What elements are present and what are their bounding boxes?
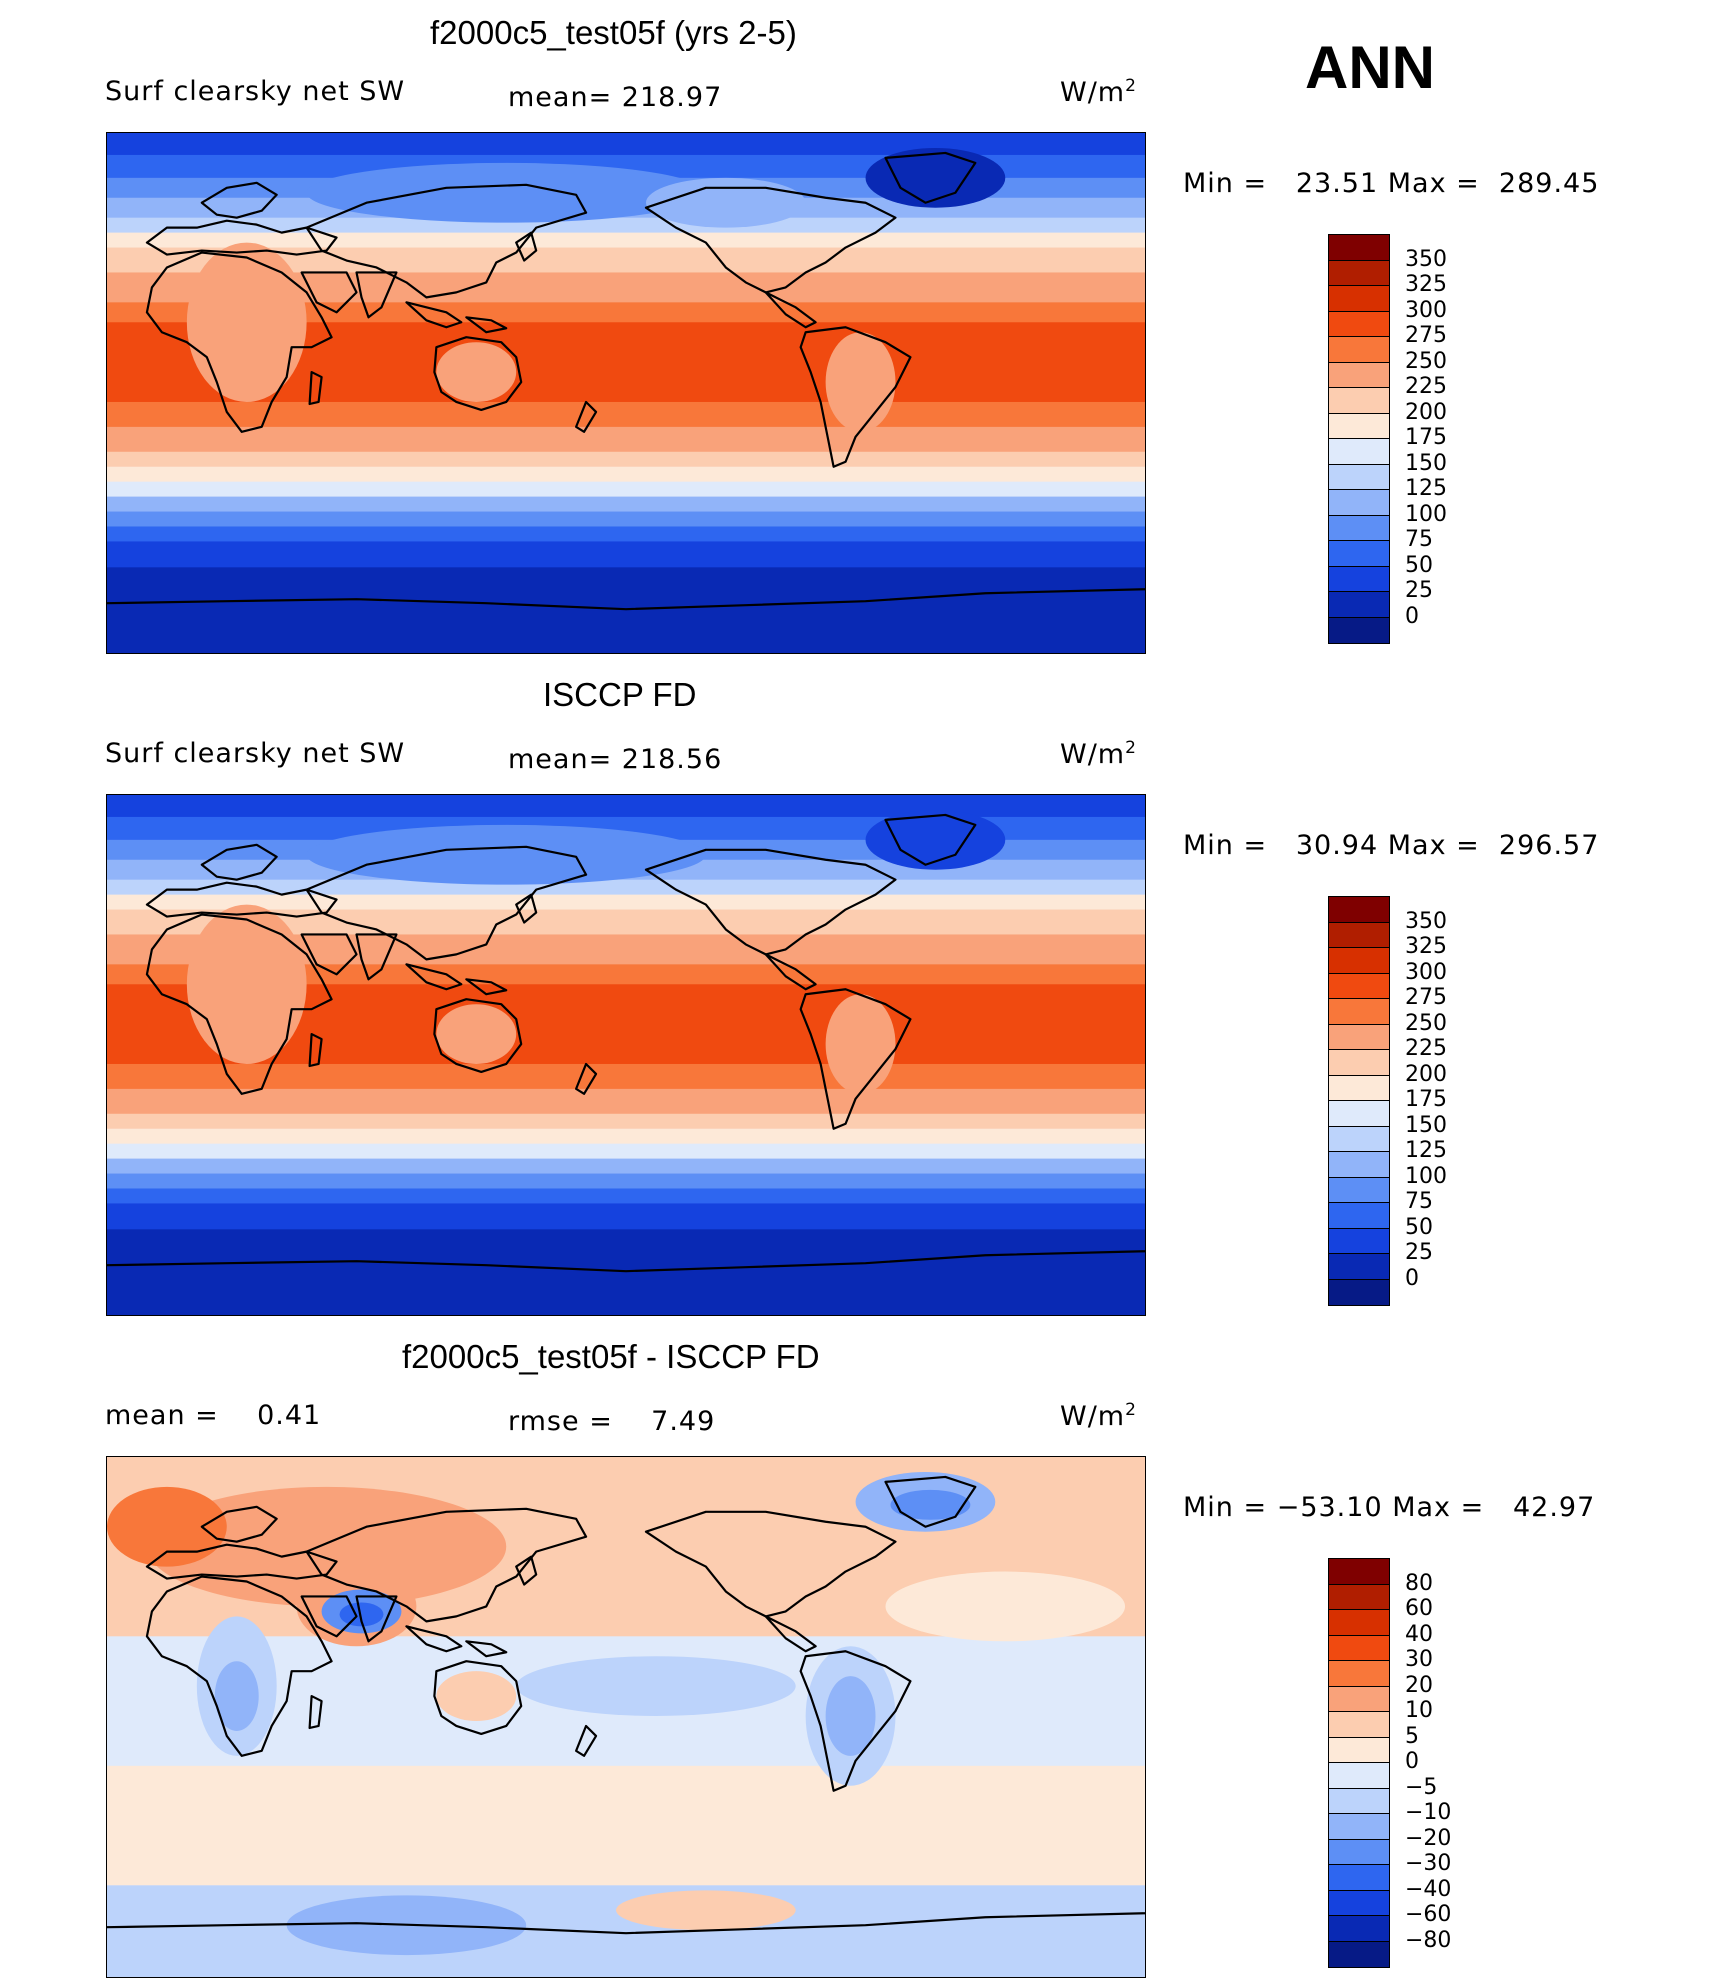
panel3-colorbar-tick: −10 (1405, 1800, 1452, 1825)
panel2-mean-label: mean= 218.56 (508, 744, 723, 775)
panel1-colorbar-tick: 75 (1405, 527, 1433, 552)
panel2-colorbar-tick: 75 (1405, 1189, 1433, 1214)
panel1-colorbar-tick: 50 (1405, 552, 1433, 578)
panel3-map (106, 1456, 1146, 1978)
panel2-colorbar-tick: 50 (1405, 1214, 1433, 1240)
panel3-minmax-label: Min = −53.10 Max = 42.97 (1183, 1492, 1596, 1523)
panel2-colorbar-tick: 325 (1405, 934, 1447, 959)
panel2-colorbar-tick: 100 (1405, 1163, 1447, 1189)
panel2-colorbar-tick: 175 (1405, 1087, 1447, 1112)
panel2-colorbar-tick: 350 (1405, 908, 1447, 934)
panel3-colorbar-tick: 40 (1405, 1621, 1433, 1647)
panel3-colorbar (1328, 1558, 1390, 1968)
panel3-colorbar-tick: −60 (1405, 1902, 1452, 1927)
panel3-colorbar-tick: 5 (1405, 1723, 1419, 1749)
panel2-colorbar-tick: 250 (1405, 1010, 1447, 1036)
panel2-colorbar-tick: 150 (1405, 1112, 1447, 1138)
panel1-units-label: W/m2 (1060, 76, 1137, 108)
panel2-colorbar-tick: 225 (1405, 1036, 1447, 1061)
panel3-units-label: W/m2 (1060, 1400, 1137, 1432)
panel2-colorbar-tick: 0 (1405, 1265, 1419, 1291)
panel1-colorbar-tick: 300 (1405, 297, 1447, 323)
panel2-units-label: W/m2 (1060, 738, 1137, 770)
panel2-colorbar-tick: 125 (1405, 1138, 1447, 1163)
panel3-colorbar-tick: −30 (1405, 1851, 1452, 1876)
season-label: ANN (1305, 34, 1435, 101)
panel3-colorbar-tick: 10 (1405, 1698, 1433, 1723)
panel1-colorbar-tick: 275 (1405, 323, 1447, 348)
panel1-colorbar-tick: 225 (1405, 374, 1447, 399)
panel3-colorbar-tick: −20 (1405, 1825, 1452, 1851)
panel3-rmse-label: rmse = 7.49 (508, 1406, 716, 1437)
panel1-colorbar-tick: 325 (1405, 272, 1447, 297)
panel3-colorbar-tick: 60 (1405, 1596, 1433, 1621)
panel3-colorbar-tick: −5 (1405, 1774, 1438, 1800)
panel3-mean-label: mean = 0.41 (105, 1400, 322, 1431)
panel2-colorbar (1328, 896, 1390, 1306)
panel3-colorbar-tick: 30 (1405, 1647, 1433, 1672)
panel1-mean-label: mean= 218.97 (508, 82, 723, 113)
panel3-colorbar-tick: −40 (1405, 1876, 1452, 1902)
panel3-title: f2000c5_test05f - ISCCP FD (402, 1338, 820, 1375)
panel1-variable-label: Surf clearsky net SW (105, 76, 406, 107)
panel1-colorbar-tick: 125 (1405, 476, 1447, 501)
panel3-colorbar-tick: −80 (1405, 1927, 1452, 1953)
panel1-colorbar-tick: 25 (1405, 578, 1433, 603)
panel1-colorbar-tick: 350 (1405, 246, 1447, 272)
panel1-colorbar-tick: 100 (1405, 501, 1447, 527)
panel1-title: f2000c5_test05f (yrs 2-5) (430, 14, 797, 51)
panel1-colorbar-tick: 150 (1405, 450, 1447, 476)
panel2-colorbar-tick: 200 (1405, 1061, 1447, 1087)
panel3-colorbar-tick: 0 (1405, 1749, 1419, 1774)
panel1-minmax-label: Min = 23.51 Max = 289.45 (1183, 168, 1600, 199)
panel1-colorbar (1328, 234, 1390, 644)
panel1-colorbar-tick: 200 (1405, 399, 1447, 425)
panel1-colorbar-tick: 175 (1405, 425, 1447, 450)
panel1-colorbar-tick: 0 (1405, 603, 1419, 629)
panel2-title: ISCCP FD (543, 676, 697, 713)
panel1-colorbar-tick: 250 (1405, 348, 1447, 374)
panel2-map (106, 794, 1146, 1316)
panel1-map (106, 132, 1146, 654)
panel2-variable-label: Surf clearsky net SW (105, 738, 406, 769)
panel2-colorbar-tick: 300 (1405, 959, 1447, 985)
panel2-colorbar-tick: 275 (1405, 985, 1447, 1010)
panel2-minmax-label: Min = 30.94 Max = 296.57 (1183, 830, 1600, 861)
panel3-colorbar-tick: 80 (1405, 1570, 1433, 1596)
panel2-colorbar-tick: 25 (1405, 1240, 1433, 1265)
panel3-colorbar-tick: 20 (1405, 1672, 1433, 1698)
